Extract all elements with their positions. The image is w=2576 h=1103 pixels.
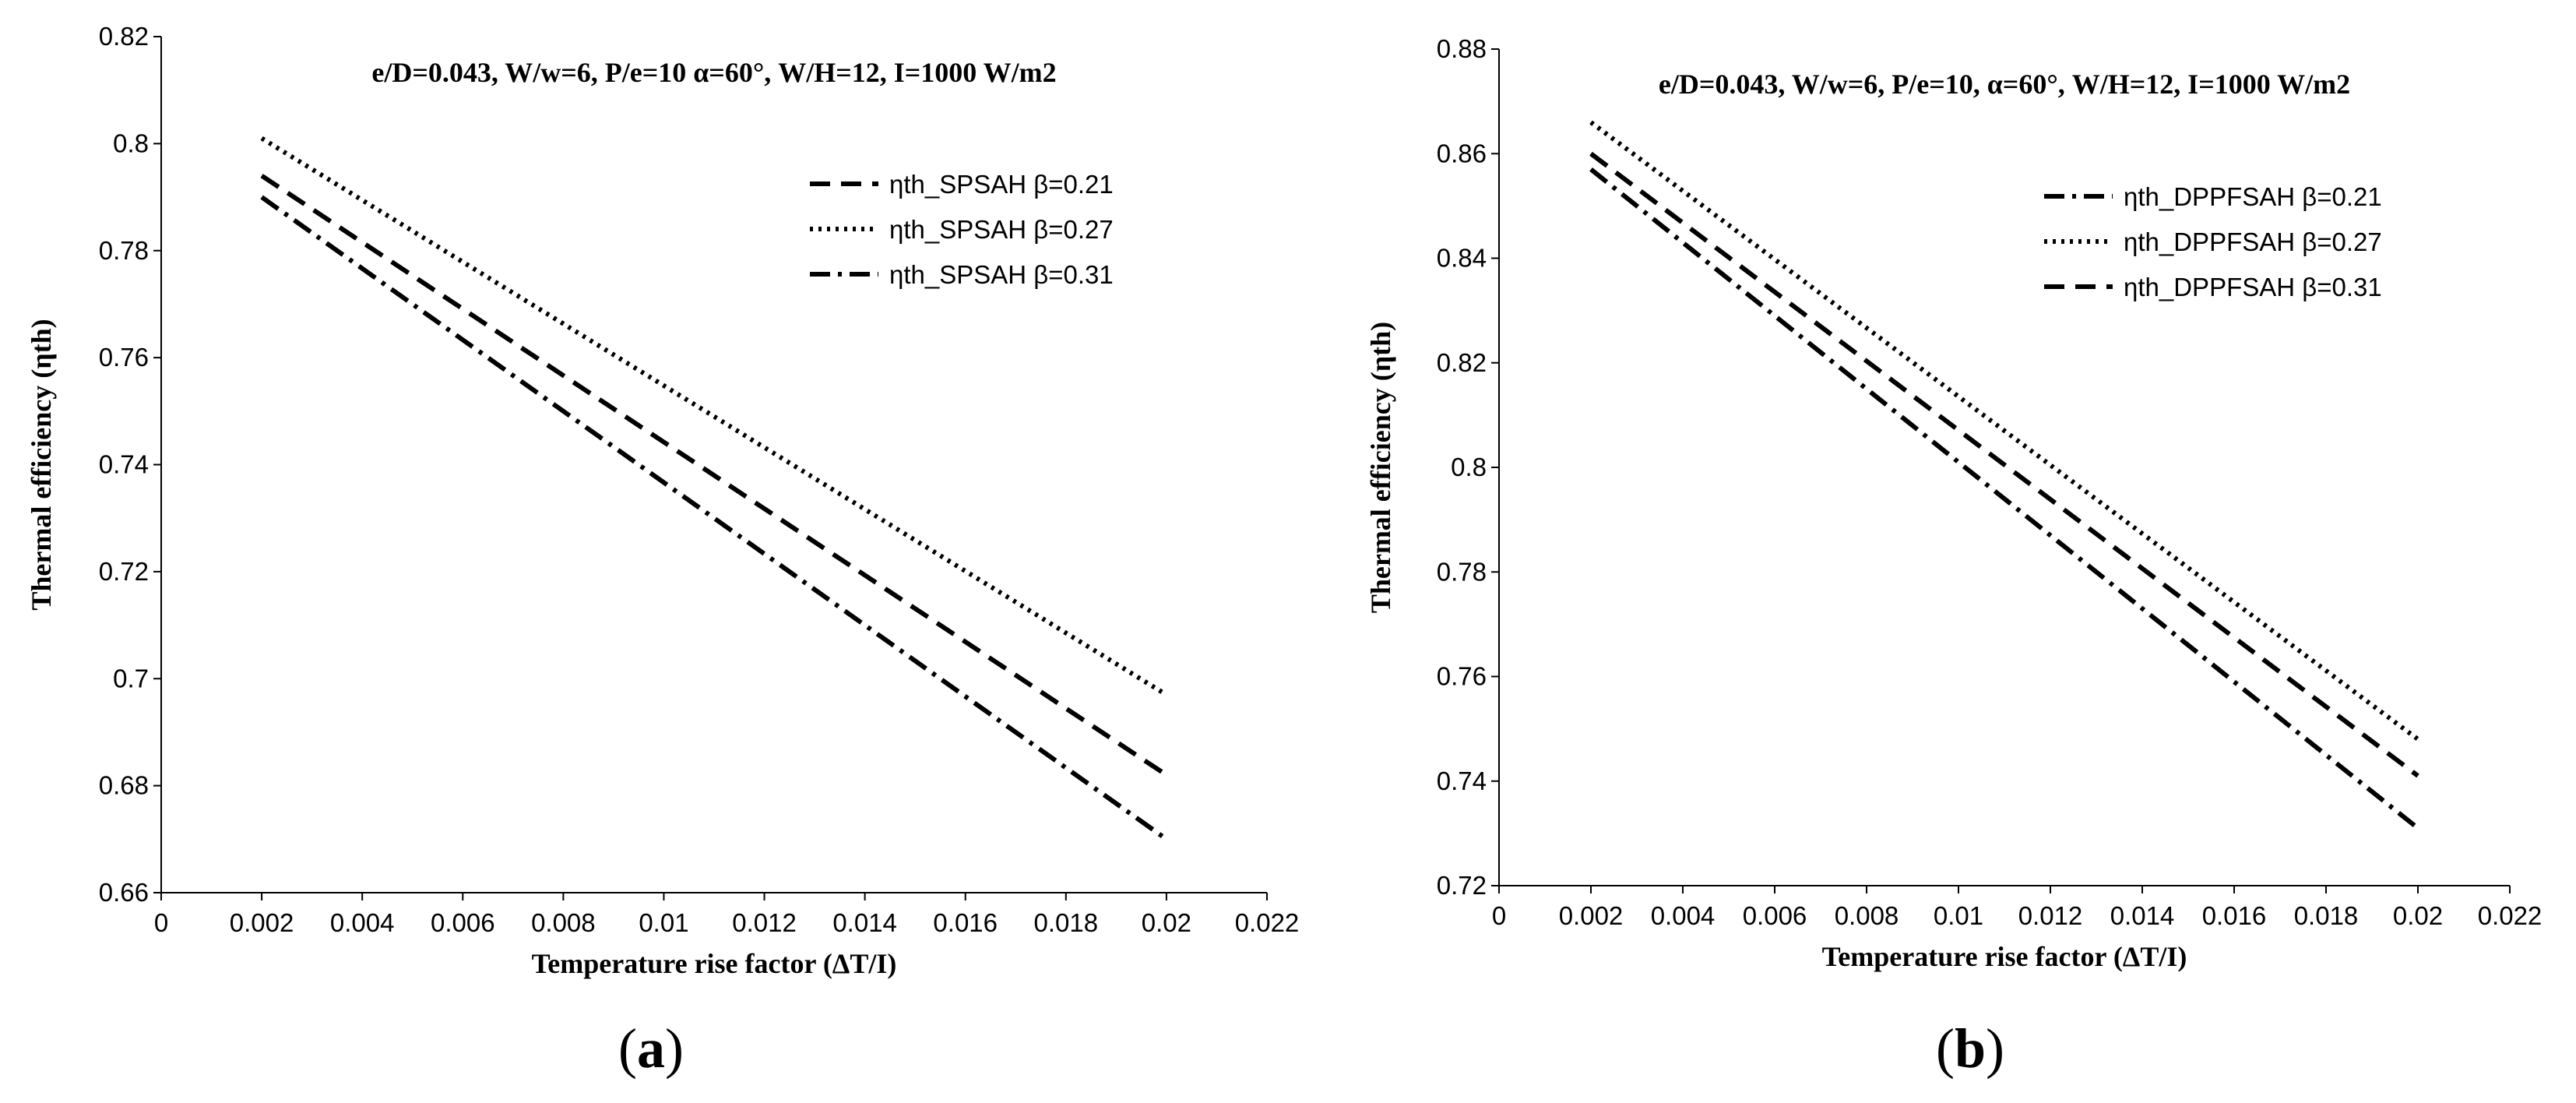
- chart-title: e/D=0.043, W/w=6, P/e=10, α=60°, W/H=12,…: [1659, 69, 2350, 100]
- chart-title: e/D=0.043, W/w=6, P/e=10 α=60°, W/H=12, …: [371, 57, 1056, 88]
- y-tick-label: 0.8: [113, 129, 149, 157]
- chart-a: 0.66 0.68 0.7 0.72 0.74 0.76 0.78 0.8 0.82 0 0.002…: [26, 22, 1299, 1080]
- y-tick-label: 0.72: [99, 557, 149, 586]
- y-tick-label: 0.82: [1437, 348, 1487, 377]
- y-axis-title: Thermal efficiency (ηth): [26, 319, 57, 610]
- panel-label: (a): [618, 1017, 684, 1080]
- x-tick-label: 0.01: [639, 908, 688, 937]
- y-tick-label: 0.72: [1437, 871, 1487, 900]
- y-tick-label: 0.78: [99, 236, 149, 265]
- y-tick-label: 0.86: [1437, 139, 1487, 167]
- x-tick-label: 0.018: [2294, 901, 2359, 930]
- x-tick-label: 0.012: [2018, 901, 2083, 930]
- x-tick-label: 0: [1492, 901, 1506, 930]
- chart-b: 0.72 0.74 0.76 0.78 0.8 0.82 0.84 0.86 0.88 0 0.00…: [1365, 34, 2542, 1080]
- x-tick-label: 0.006: [431, 908, 495, 937]
- y-tick-label: 0.74: [99, 450, 149, 479]
- panel-label: (b): [1936, 1017, 2004, 1080]
- x-tick-label: 0.02: [1142, 908, 1191, 937]
- legend-label-3: ηth_DPPFSAH β=0.31: [2124, 273, 2382, 301]
- x-tick-label: 0: [154, 908, 168, 937]
- x-tick-label: 0.016: [2202, 901, 2267, 930]
- panel-label-open: (: [618, 1017, 637, 1080]
- y-tick-label: 0.76: [99, 343, 149, 372]
- x-axis-title: Temperature rise factor (ΔT/I): [532, 948, 897, 979]
- x-tick-label: 0.014: [2110, 901, 2175, 930]
- y-tick-label: 0.66: [99, 878, 149, 907]
- x-tick-label: 0.008: [531, 908, 596, 937]
- x-tick-label: 0.002: [230, 908, 294, 937]
- y-tick-label: 0.82: [99, 22, 149, 51]
- x-tick-label: 0.016: [933, 908, 998, 937]
- y-tick-label: 0.78: [1437, 557, 1487, 586]
- x-axis-title: Temperature rise factor (ΔT/I): [1822, 941, 2187, 972]
- x-tick-label: 0.004: [1651, 901, 1716, 930]
- legend-label-1: ηth_SPSAH β=0.21: [889, 170, 1114, 199]
- legend-label-2: ηth_DPPFSAH β=0.27: [2124, 227, 2382, 256]
- y-tick-label: 0.88: [1437, 34, 1487, 63]
- legend-label-2: ηth_SPSAH β=0.27: [889, 215, 1114, 244]
- x-tick-label: 0.008: [1835, 901, 1899, 930]
- x-tick-label: 0.01: [1934, 901, 1983, 930]
- y-tick-label: 0.68: [99, 771, 149, 800]
- panel-label-letter: b: [1955, 1017, 1986, 1080]
- x-tick-label: 0.014: [832, 908, 897, 937]
- panel-label-close: ): [665, 1017, 684, 1080]
- legend-label-3: ηth_SPSAH β=0.31: [889, 260, 1114, 289]
- x-tick-label: 0.004: [330, 908, 395, 937]
- x-tick-label: 0.022: [1235, 908, 1300, 937]
- y-tick-label: 0.74: [1437, 766, 1487, 795]
- y-tick-label: 0.76: [1437, 662, 1487, 691]
- panel-label-letter: a: [637, 1017, 665, 1080]
- legend-label-1: ηth_DPPFSAH β=0.21: [2124, 182, 2382, 211]
- series-line-2: [260, 136, 1168, 697]
- y-tick-label: 0.8: [1451, 453, 1487, 481]
- x-tick-label: 0.006: [1743, 901, 1807, 930]
- panel-label-close: ): [1986, 1017, 2004, 1080]
- y-axis-title: Thermal efficiency (ηth): [1365, 322, 1396, 613]
- x-tick-label: 0.012: [732, 908, 797, 937]
- y-tick-label: 0.84: [1437, 244, 1487, 273]
- x-tick-label: 0.018: [1034, 908, 1099, 937]
- panel-label-open: (: [1936, 1017, 1955, 1080]
- series-line-2: [1589, 120, 2419, 742]
- y-tick-label: 0.7: [113, 664, 149, 692]
- x-tick-label: 0.022: [2478, 901, 2543, 930]
- series-line-3: [1589, 151, 2419, 778]
- x-tick-label: 0.02: [2393, 901, 2443, 930]
- series-line-1: [1589, 167, 2419, 830]
- x-tick-label: 0.002: [1559, 901, 1624, 930]
- series-line-1: [260, 174, 1168, 777]
- series-line-3: [260, 195, 1168, 841]
